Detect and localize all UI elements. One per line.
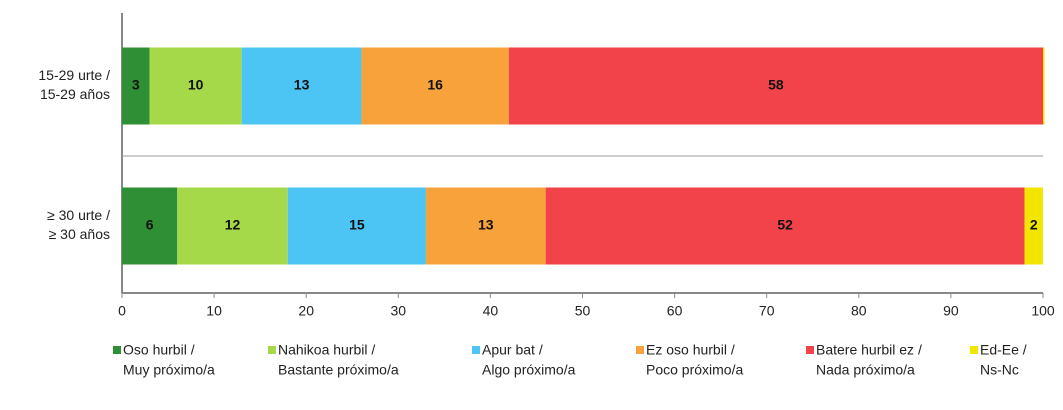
bar-segment (1024, 187, 1043, 265)
legend-label: Nahikoa hurbil / (278, 342, 375, 358)
x-tick-label: 90 (943, 303, 959, 319)
bar-segment (122, 47, 150, 125)
data-label: 52 (777, 217, 793, 233)
y-tick-label: 15-29 urte / (38, 67, 110, 83)
bar-segment (287, 187, 426, 265)
legend-swatch (636, 346, 644, 354)
bar-segment (1043, 47, 1045, 125)
bar-segment (425, 187, 546, 265)
bar-segment (241, 47, 362, 125)
bar-segment (508, 47, 1043, 125)
bar-segment (545, 187, 1025, 265)
data-label: 16 (427, 77, 443, 93)
x-tick-label: 60 (667, 303, 683, 319)
data-label: 58 (768, 77, 784, 93)
data-label: 15 (349, 217, 365, 233)
legend-label: Ez oso hurbil / (646, 342, 735, 358)
legend-label: Ns-Nc (980, 362, 1019, 378)
x-tick-label: 10 (206, 303, 222, 319)
legend-label: Batere hurbil ez / (816, 342, 922, 358)
legend-swatch (970, 346, 978, 354)
data-label: 2 (1030, 217, 1038, 233)
y-tick-label: ≥ 30 años (49, 226, 110, 242)
x-tick-label: 0 (118, 303, 126, 319)
data-label: 12 (225, 217, 241, 233)
data-label: 13 (478, 217, 494, 233)
legend-swatch (806, 346, 814, 354)
x-tick-label: 80 (851, 303, 867, 319)
legend-label: Nada próximo/a (816, 362, 915, 378)
legend-label: Apur bat / (482, 342, 543, 358)
x-tick-label: 70 (759, 303, 775, 319)
data-label: 10 (188, 77, 204, 93)
bar-segment (361, 47, 509, 125)
x-tick-label: 30 (391, 303, 407, 319)
legend-swatch (472, 346, 480, 354)
x-tick-label: 100 (1031, 303, 1055, 319)
x-tick-label: 20 (298, 303, 314, 319)
legend-swatch (113, 346, 121, 354)
legend-label: Ed-Ee / (980, 342, 1027, 358)
y-tick-label: ≥ 30 urte / (47, 207, 110, 223)
legend-label: Poco próximo/a (646, 362, 743, 378)
legend-label: Muy próximo/a (123, 362, 215, 378)
data-label: 6 (146, 217, 154, 233)
x-tick-label: 50 (575, 303, 591, 319)
bar-segment (149, 47, 242, 125)
data-label: 3 (132, 77, 140, 93)
x-tick-label: 40 (483, 303, 499, 319)
bar-segment (122, 187, 178, 265)
data-label: 13 (294, 77, 310, 93)
legend-label: Oso hurbil / (123, 342, 195, 358)
legend-label: Algo próximo/a (482, 362, 576, 378)
y-tick-label: 15-29 años (40, 86, 110, 102)
bar-segment (177, 187, 288, 265)
legend-swatch (268, 346, 276, 354)
legend-label: Bastante próximo/a (278, 362, 399, 378)
